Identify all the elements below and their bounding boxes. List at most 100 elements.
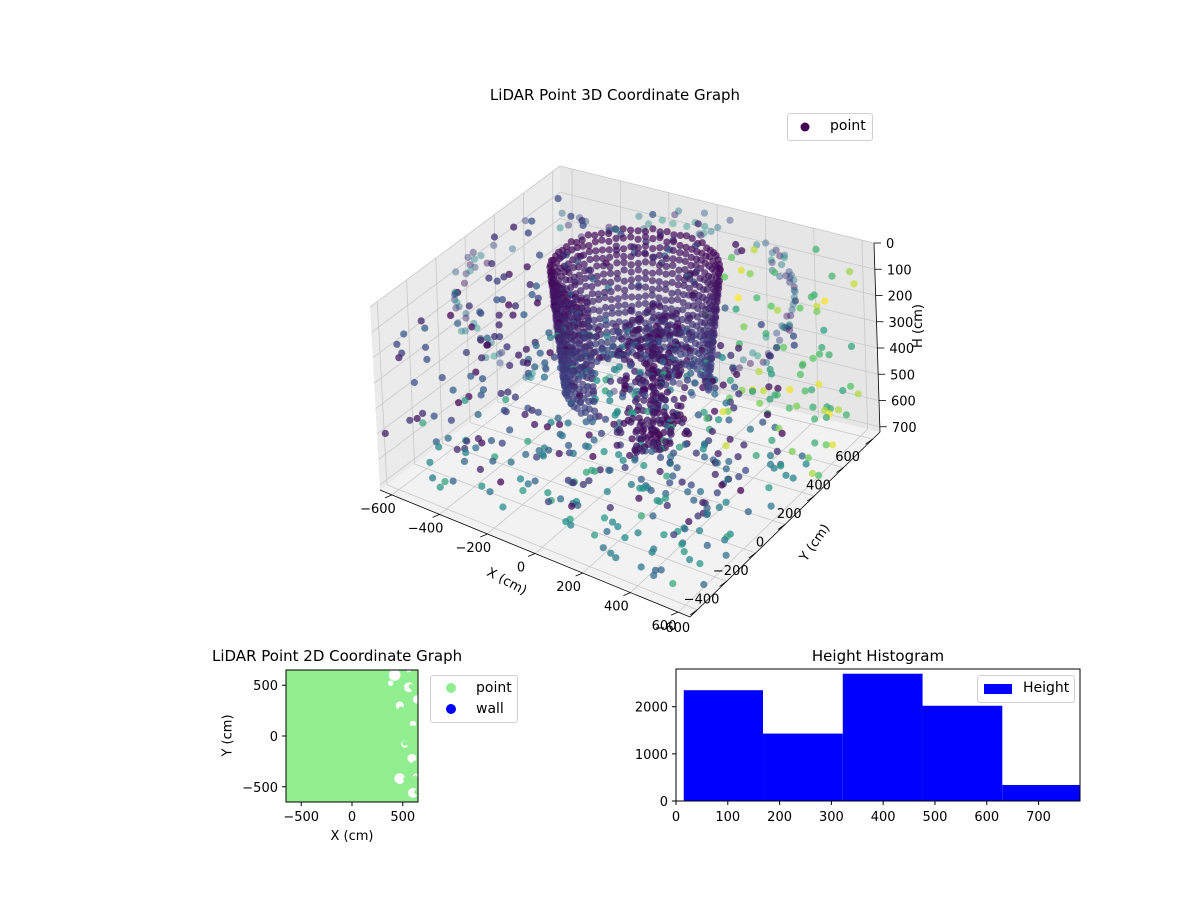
x-tick-label: −400 [408, 521, 444, 536]
point-3d [680, 548, 688, 556]
point-3d [656, 497, 664, 505]
point-3d [493, 277, 501, 285]
point-3d [497, 478, 505, 486]
point-3d [746, 270, 754, 278]
point-3d [587, 375, 595, 383]
chart-hist-title: Height Histogram [811, 647, 945, 665]
point-3d [627, 261, 635, 269]
chart-hist: Height Histogram 0 100 200 300 400 500 600 700 0… [600, 640, 1200, 900]
point-3d [637, 475, 645, 483]
point-3d [631, 456, 639, 464]
point-3d [782, 471, 790, 479]
point-3d [606, 390, 614, 398]
point-3d [759, 358, 767, 366]
point-3d [591, 231, 599, 239]
point-3d [567, 238, 575, 246]
point-2d [410, 725, 416, 731]
point-3d [778, 429, 786, 437]
point-3d [730, 404, 738, 412]
point-3d [486, 488, 494, 496]
point-3d [620, 252, 628, 260]
point-3d [732, 305, 740, 313]
point-3d [634, 529, 642, 537]
point-3d [557, 495, 565, 503]
point-3d [438, 374, 446, 382]
point-3d [680, 291, 688, 299]
point-3d [522, 373, 530, 381]
point-3d [641, 242, 650, 250]
point-3d [656, 251, 664, 259]
point-3d [627, 253, 635, 261]
point-3d [766, 395, 774, 403]
point-3d [496, 333, 504, 341]
point-3d [604, 355, 612, 363]
point-3d [755, 368, 763, 376]
point-3d [701, 222, 709, 230]
point-2d-gap [394, 773, 406, 785]
point-3d [675, 266, 683, 274]
y-tick-label-2d: 0 [270, 730, 278, 745]
point-3d [611, 225, 619, 233]
point-3d [687, 481, 695, 489]
point-3d [584, 231, 592, 239]
point-3d [807, 293, 815, 301]
point-3d [569, 449, 577, 457]
point-3d [660, 335, 668, 343]
point-3d [657, 566, 665, 574]
point-3d [742, 466, 750, 474]
point-3d [732, 240, 740, 249]
point-3d [762, 359, 771, 367]
point-2d [414, 789, 418, 795]
point-3d [679, 394, 688, 402]
point-3d [670, 395, 678, 404]
point-3d [628, 293, 636, 301]
point-3d [621, 292, 629, 301]
point-3d [782, 272, 790, 280]
point-3d [721, 536, 729, 544]
chart-2d: LiDAR Point 2D Coordinate Graph −500 0 500… [0, 640, 600, 900]
point-3d [477, 309, 485, 317]
point-3d [635, 300, 643, 308]
point-3d [762, 330, 770, 338]
point-3d [737, 266, 745, 274]
x-tick [480, 533, 488, 538]
point-3d [467, 372, 475, 380]
point-3d [564, 419, 572, 427]
point-3d [452, 289, 460, 297]
point-3d [663, 238, 671, 246]
point-3d [452, 268, 460, 276]
point-3d [772, 344, 781, 352]
point-3d [691, 379, 699, 387]
point-3d [696, 527, 704, 535]
y-tick-label-hist: 0 [660, 795, 668, 810]
point-3d [620, 259, 628, 267]
point-3d [570, 263, 578, 272]
point-3d [842, 411, 851, 419]
point-3d [641, 258, 650, 266]
point-3d [674, 372, 682, 380]
point-3d [451, 290, 459, 298]
point-3d [626, 361, 635, 369]
point-3d [681, 257, 689, 265]
point-3d [685, 284, 694, 292]
point-3d [641, 299, 650, 307]
point-3d [466, 261, 474, 269]
point-3d [609, 335, 617, 343]
point-3d [767, 302, 775, 310]
point-3d [662, 280, 670, 288]
point-3d [435, 443, 443, 451]
point-3d [649, 235, 657, 243]
point-3d [608, 309, 616, 317]
point-3d [461, 396, 469, 404]
point-3d [619, 456, 627, 464]
point-3d [648, 277, 657, 285]
point-3d [579, 480, 587, 489]
x-tick-label-2d: 500 [390, 810, 415, 825]
point-2d [402, 740, 408, 746]
point-3d [846, 268, 854, 276]
point-3d [656, 382, 664, 390]
point-3d [780, 251, 789, 259]
grid-back-z [559, 165, 875, 244]
point-3d [612, 366, 621, 374]
chart-2d-title: LiDAR Point 2D Coordinate Graph [212, 647, 463, 665]
